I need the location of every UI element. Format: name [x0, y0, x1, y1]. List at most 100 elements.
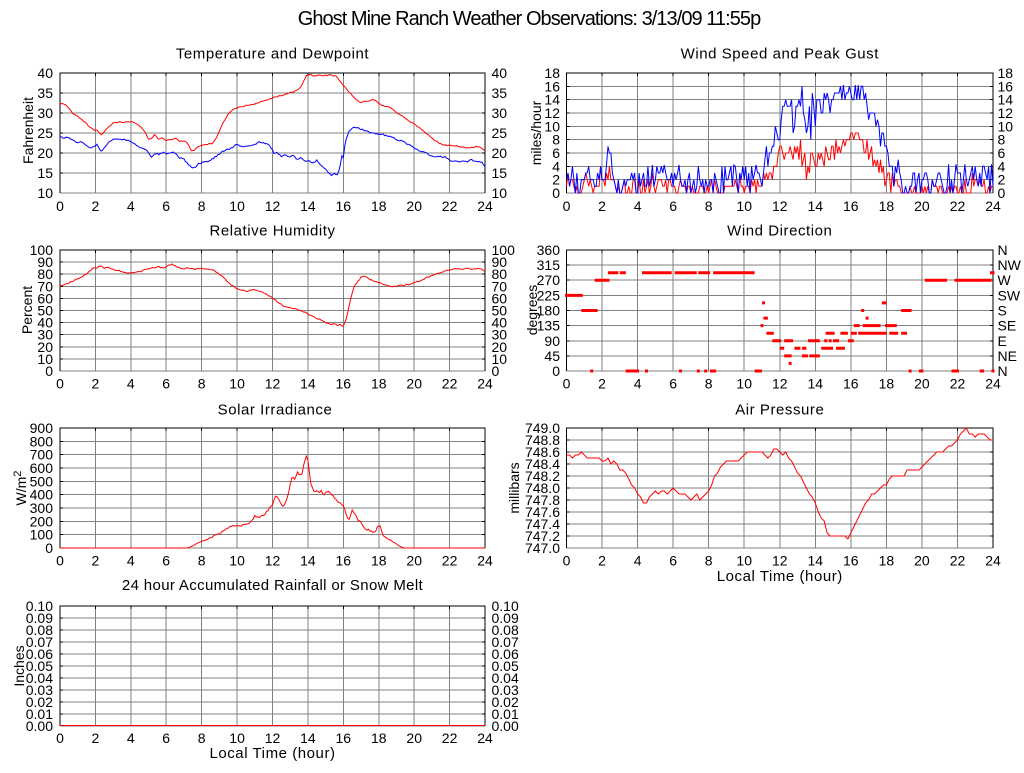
- svg-text:18: 18: [544, 65, 560, 81]
- svg-text:10: 10: [229, 730, 245, 746]
- svg-text:18: 18: [879, 376, 895, 392]
- svg-text:50: 50: [37, 303, 53, 319]
- svg-text:20: 20: [406, 553, 422, 569]
- svg-text:10: 10: [229, 376, 245, 392]
- svg-text:24: 24: [477, 730, 493, 746]
- svg-text:0: 0: [552, 185, 560, 201]
- svg-text:70: 70: [492, 278, 508, 294]
- svg-text:50: 50: [492, 303, 508, 319]
- svg-text:W/m2: W/m2: [12, 471, 29, 506]
- svg-text:80: 80: [492, 266, 508, 282]
- svg-text:miles/hour: miles/hour: [528, 100, 544, 165]
- svg-text:22: 22: [442, 198, 458, 214]
- svg-text:0.01: 0.01: [492, 706, 519, 722]
- svg-text:6: 6: [669, 376, 677, 392]
- svg-text:0.09: 0.09: [492, 610, 519, 626]
- svg-text:20: 20: [37, 339, 53, 355]
- svg-text:24 hour Accumulated Rainfall o: 24 hour Accumulated Rainfall or Snow Mel…: [122, 577, 424, 594]
- svg-text:24: 24: [985, 198, 1001, 214]
- svg-text:4: 4: [552, 158, 560, 174]
- svg-text:18: 18: [371, 553, 387, 569]
- svg-text:6: 6: [162, 730, 170, 746]
- svg-text:70: 70: [37, 278, 53, 294]
- svg-text:12: 12: [772, 376, 788, 392]
- svg-text:0.05: 0.05: [26, 658, 53, 674]
- svg-text:400: 400: [30, 487, 54, 503]
- svg-text:16: 16: [544, 78, 560, 94]
- svg-text:20: 20: [914, 198, 930, 214]
- svg-text:12: 12: [265, 376, 281, 392]
- svg-text:S: S: [998, 303, 1007, 319]
- svg-text:10: 10: [37, 351, 53, 367]
- svg-text:14: 14: [300, 553, 316, 569]
- svg-text:2: 2: [598, 198, 606, 214]
- svg-text:100: 100: [492, 242, 516, 258]
- svg-text:22: 22: [442, 553, 458, 569]
- svg-text:NE: NE: [998, 348, 1017, 364]
- svg-text:Ghost Mine Ranch Weather Obser: Ghost Mine Ranch Weather Observations: 3…: [298, 8, 761, 30]
- svg-text:2: 2: [598, 376, 606, 392]
- svg-text:748.0: 748.0: [525, 480, 560, 496]
- svg-text:0.01: 0.01: [26, 706, 53, 722]
- svg-text:24: 24: [477, 553, 493, 569]
- svg-text:0.02: 0.02: [492, 694, 519, 710]
- svg-text:8: 8: [998, 132, 1006, 148]
- svg-text:14: 14: [300, 730, 316, 746]
- svg-text:degrees: degrees: [524, 285, 540, 336]
- svg-text:0.09: 0.09: [26, 610, 53, 626]
- svg-text:14: 14: [808, 376, 824, 392]
- svg-text:4: 4: [634, 198, 642, 214]
- svg-text:6: 6: [162, 198, 170, 214]
- svg-text:747.4: 747.4: [525, 516, 560, 532]
- svg-text:135: 135: [537, 318, 561, 334]
- svg-text:100: 100: [30, 527, 54, 543]
- svg-text:8: 8: [705, 198, 713, 214]
- svg-text:14: 14: [300, 198, 316, 214]
- svg-text:748.8: 748.8: [525, 432, 560, 448]
- svg-text:NW: NW: [998, 257, 1022, 273]
- svg-text:748.2: 748.2: [525, 468, 560, 484]
- svg-text:2: 2: [552, 172, 560, 188]
- svg-text:25: 25: [37, 125, 53, 141]
- svg-text:16: 16: [336, 376, 352, 392]
- svg-text:Wind Direction: Wind Direction: [727, 223, 832, 240]
- svg-text:0: 0: [45, 540, 53, 556]
- svg-text:8: 8: [705, 553, 713, 569]
- svg-text:0.08: 0.08: [26, 622, 53, 638]
- svg-text:10: 10: [492, 351, 508, 367]
- svg-text:0.00: 0.00: [492, 718, 519, 734]
- svg-text:0: 0: [563, 376, 571, 392]
- svg-text:2: 2: [998, 172, 1006, 188]
- svg-text:0: 0: [56, 553, 64, 569]
- svg-text:2: 2: [92, 198, 100, 214]
- svg-text:10: 10: [998, 118, 1014, 134]
- svg-text:0.02: 0.02: [26, 694, 53, 710]
- svg-text:748.4: 748.4: [525, 456, 560, 472]
- svg-text:90: 90: [37, 254, 53, 270]
- svg-text:40: 40: [37, 315, 53, 331]
- svg-text:8: 8: [198, 730, 206, 746]
- svg-text:W: W: [998, 272, 1012, 288]
- svg-text:360: 360: [537, 242, 561, 258]
- svg-text:10: 10: [736, 198, 752, 214]
- svg-text:4: 4: [634, 376, 642, 392]
- svg-text:Local Time (hour): Local Time (hour): [209, 745, 335, 762]
- svg-text:18: 18: [371, 730, 387, 746]
- svg-text:90: 90: [492, 254, 508, 270]
- svg-text:Air Pressure: Air Pressure: [735, 402, 824, 419]
- svg-text:10: 10: [736, 376, 752, 392]
- svg-text:Fahrenheit: Fahrenheit: [20, 97, 36, 164]
- svg-text:8: 8: [705, 376, 713, 392]
- svg-text:0.03: 0.03: [492, 682, 519, 698]
- svg-text:4: 4: [998, 158, 1006, 174]
- svg-text:225: 225: [537, 287, 561, 303]
- svg-text:E: E: [998, 333, 1007, 349]
- svg-text:10: 10: [492, 185, 508, 201]
- svg-text:0: 0: [563, 553, 571, 569]
- svg-text:12: 12: [772, 553, 788, 569]
- svg-text:16: 16: [843, 198, 859, 214]
- svg-text:12: 12: [544, 105, 560, 121]
- svg-text:0.06: 0.06: [492, 646, 519, 662]
- svg-text:0: 0: [492, 363, 500, 379]
- svg-text:20: 20: [914, 376, 930, 392]
